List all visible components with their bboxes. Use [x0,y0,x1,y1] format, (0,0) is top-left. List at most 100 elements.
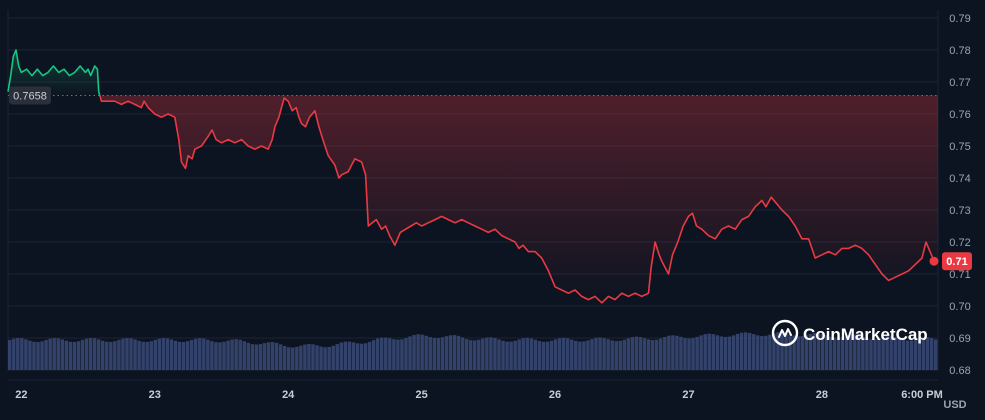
volume-bar [48,338,52,370]
volume-bar [634,336,639,370]
volume-bar [683,337,687,370]
reference-price-label: 0.7658 [13,90,47,102]
volume-bar [121,338,125,370]
volume-bar [254,344,259,370]
current-price-badge [942,252,972,271]
volume-bar [525,337,530,370]
watermark: CoinMarketCap [771,319,928,347]
volume-bar [113,341,117,370]
volume-bar [521,338,525,370]
volume-bar [149,341,153,370]
volume-bar [485,337,489,370]
y-tick-label: 0.74 [949,173,970,185]
y-tick-label: 0.75 [949,141,970,153]
volume-bar [873,339,877,370]
volume-bar [808,333,813,370]
volume-bar [315,345,319,370]
volume-bar [578,341,582,370]
volume-bar [161,338,166,370]
volume-bar [60,339,65,370]
volume-bar [266,342,271,370]
volume-bar [32,341,36,370]
volume-bar [513,340,517,370]
volume-bar [56,338,60,370]
volume-bar [618,340,623,370]
volume-bar [169,339,174,370]
volume-bar [287,347,291,370]
watermark-text: CoinMarketCap [803,325,928,344]
volume-bar [20,338,24,370]
volume-bar [64,340,69,370]
y-tick-label: 0.71 [949,269,970,281]
volume-bar [335,344,339,370]
volume-bar [691,338,695,370]
volume-bar [189,339,194,370]
volume-bar [355,343,360,370]
volume-bar [489,337,493,370]
volume-bar [448,335,453,370]
volume-bar [545,341,550,370]
volume-bar [638,337,643,370]
volume-bar [396,339,400,370]
volume-bar [218,342,222,370]
volume-bar [699,335,703,370]
volume-bar [109,341,113,370]
price-area-up [8,50,100,96]
volume-bar [780,332,784,370]
volume-bar [820,333,825,370]
y-tick-label: 0.77 [949,77,970,89]
volume-bar [226,340,230,370]
volume-bar [768,334,772,370]
volume-bar [849,334,853,370]
volume-bar [715,335,720,370]
volume-bar [606,339,610,370]
volume-bar [893,337,897,370]
volume-bar [776,332,780,370]
y-tick-label: 0.78 [949,45,970,57]
volume-bar [440,337,445,370]
y-tick-label: 0.68 [949,365,970,377]
volume-bar [141,341,145,370]
volume-bar [371,340,376,370]
volume-bar [24,339,28,370]
volume-bar [88,338,93,370]
volume-bar [117,339,121,370]
volume-bar [925,337,930,370]
volume-bar [101,340,105,370]
price-line-up [7,49,101,96]
volume-bar [505,341,509,370]
volume-bar [687,338,691,370]
y-tick-label: 0.69 [949,333,970,345]
volume-bar [675,335,679,370]
volume-bar [230,339,234,370]
y-axis: 0.79 0.78 0.77 0.76 0.75 0.74 0.73 0.72 0.71 0.70… [949,13,970,377]
volume-bar [497,339,501,370]
volume-bar [727,336,732,370]
volume-bar [594,337,598,370]
volume-bar [153,339,158,370]
volume-bar [327,347,331,370]
volume-bar [788,334,792,370]
volume-bar [307,343,311,370]
volume-bar [420,334,424,370]
volume-bar [731,335,736,370]
volume-bar [412,334,416,370]
volume-bar [436,338,441,370]
volume-bar [262,343,267,370]
volume-bar [869,339,873,370]
volume-bar [695,336,699,370]
volume-bar [477,339,481,370]
x-tick-label: 24 [282,389,295,401]
volume-bar [125,338,129,370]
volume-bar [36,341,40,370]
volume-bar [52,338,56,370]
volume-bar [804,335,809,370]
price-area [8,50,939,303]
volume-bar [679,336,683,370]
x-tick-label: 23 [149,389,161,401]
volume-bar [582,341,586,370]
volume-bar [800,336,804,370]
volume-bar [622,339,627,370]
